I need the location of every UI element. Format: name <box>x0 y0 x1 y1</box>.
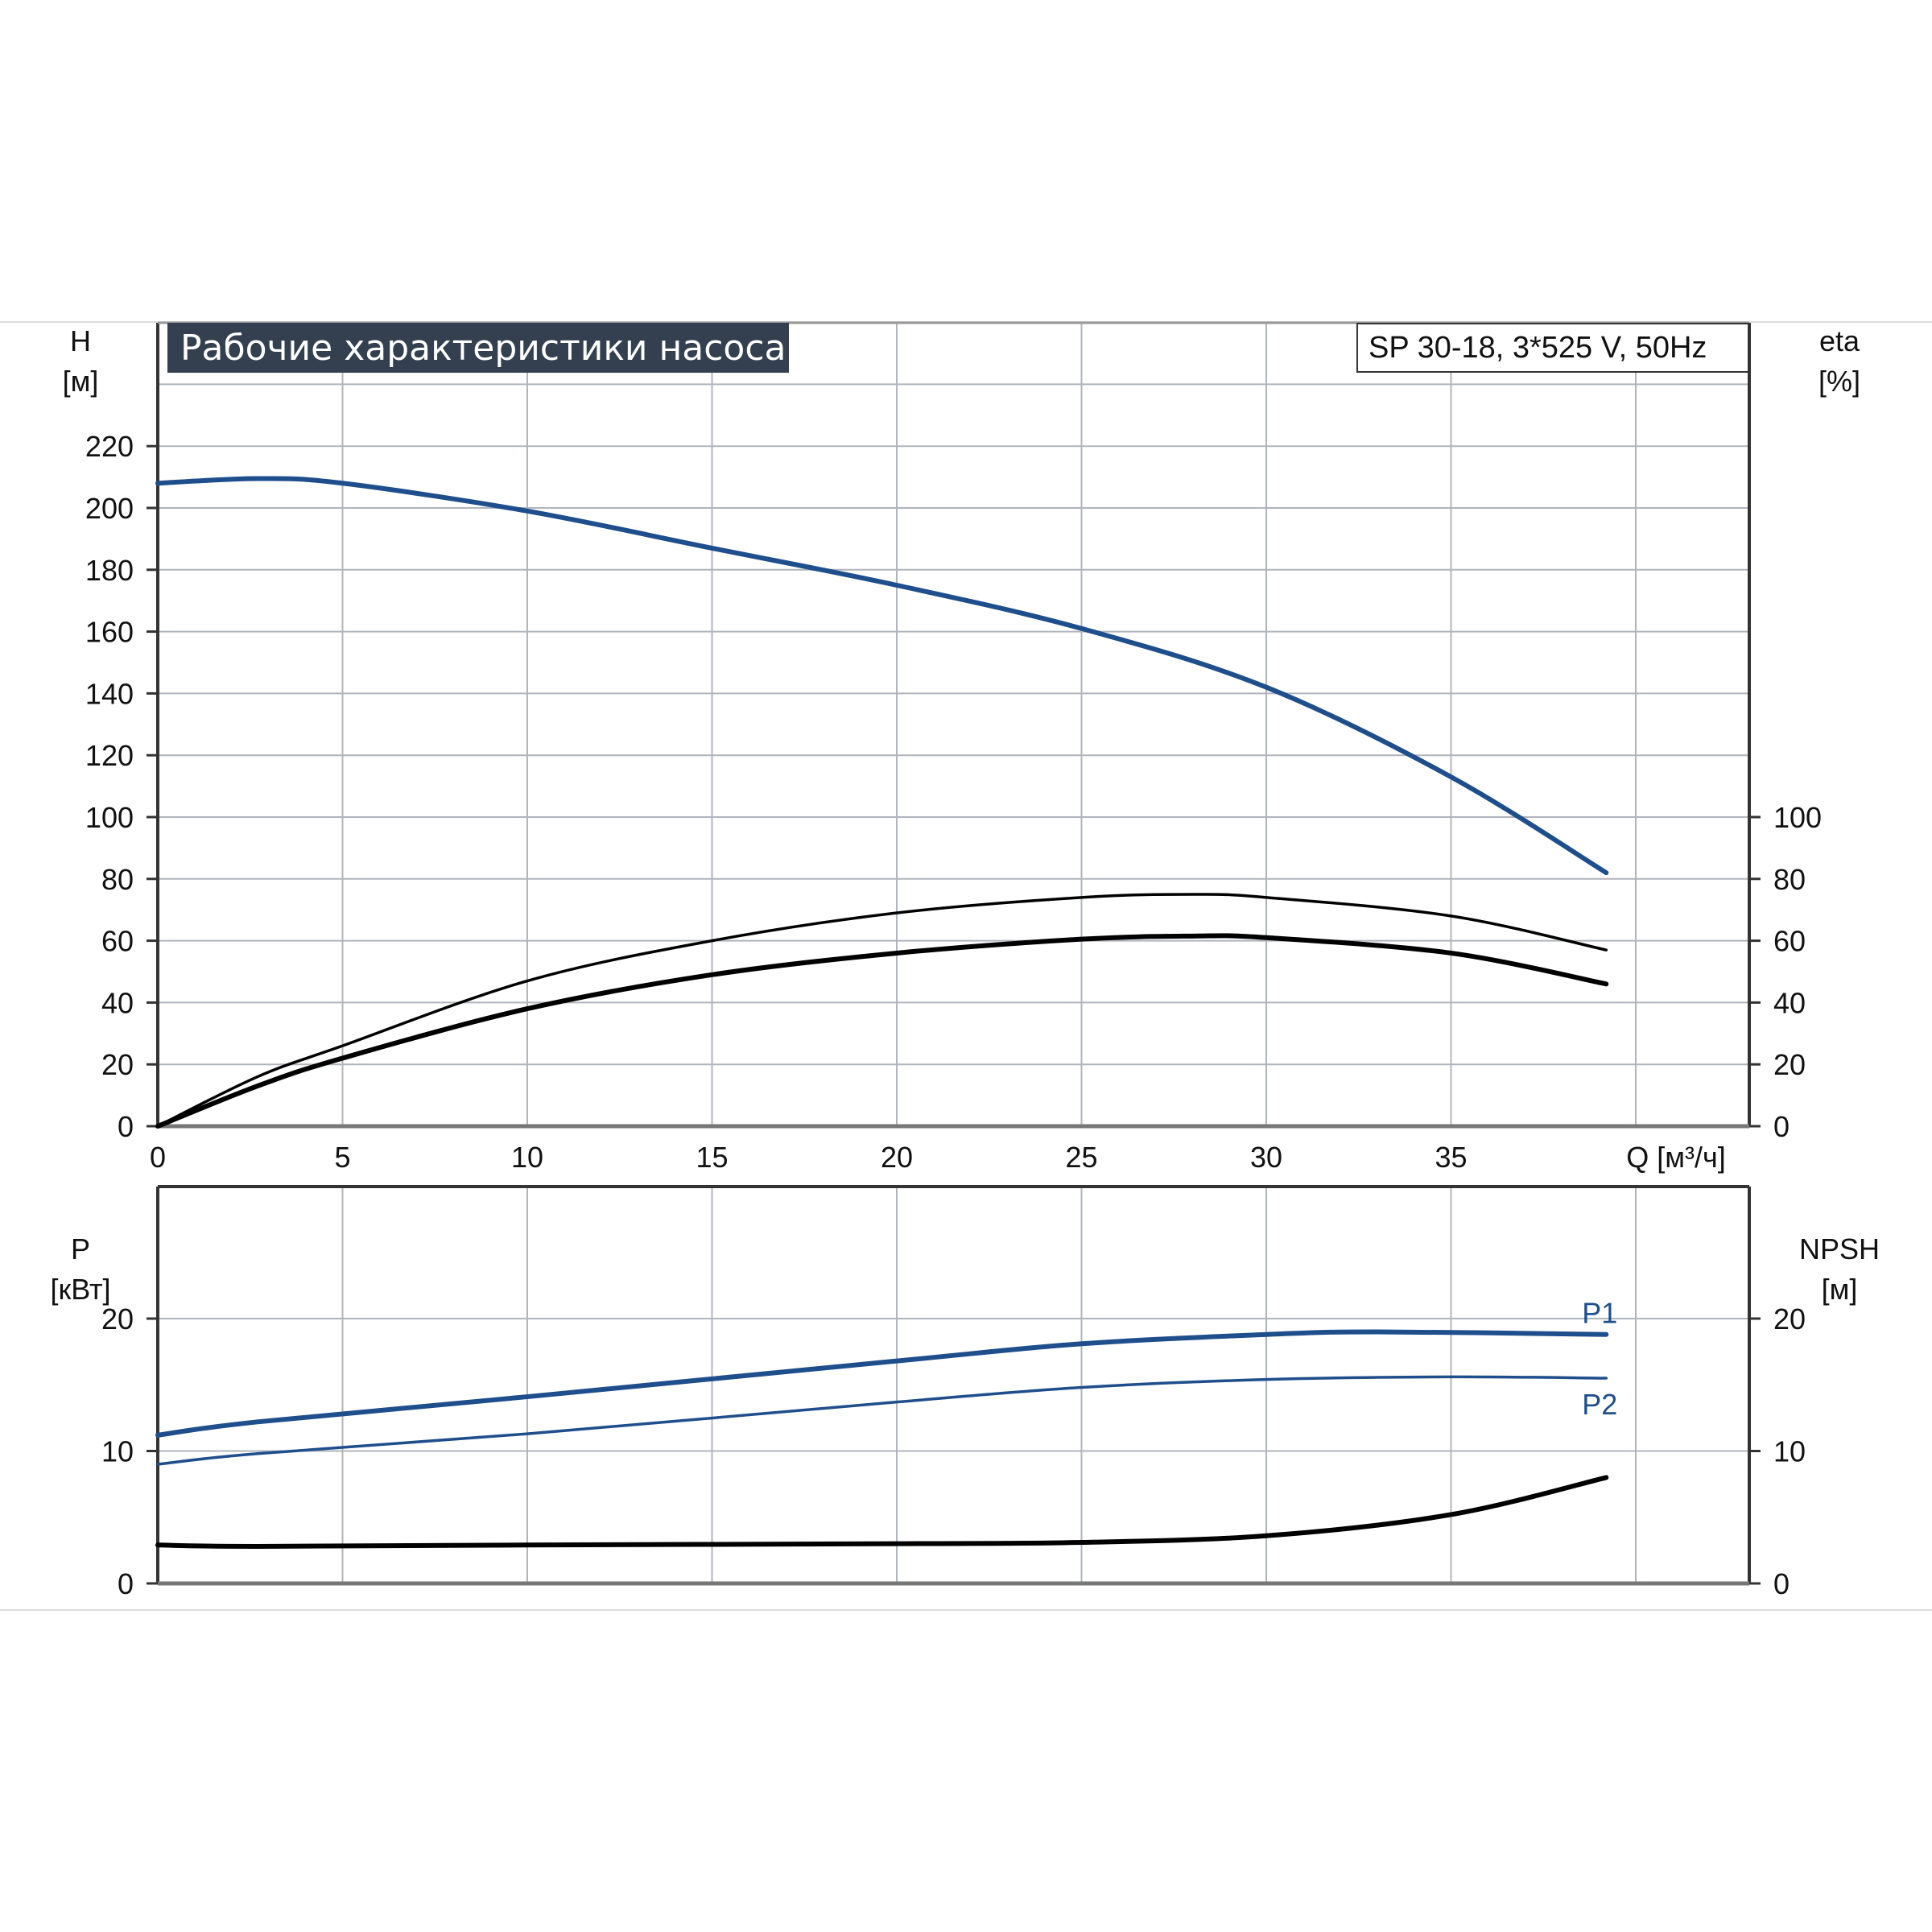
y2-tick-label: 60 <box>1773 925 1806 958</box>
y-axis-unit: [кВт] <box>50 1273 110 1306</box>
curve-eta <box>156 893 1608 1128</box>
title-box <box>167 323 789 373</box>
y-tick-label: 120 <box>85 739 134 772</box>
x-tick-label: 20 <box>881 1141 913 1174</box>
y-tick-label: 100 <box>85 801 134 834</box>
y-tick-label: 200 <box>85 492 134 525</box>
y2-axis-unit: [м] <box>1822 1273 1858 1306</box>
y-tick-label: 180 <box>85 554 134 587</box>
y2-tick-label: 80 <box>1773 863 1806 896</box>
y-axis-unit: [м] <box>63 365 99 398</box>
x-tick-label: 10 <box>511 1141 543 1174</box>
x-tick-label: 0 <box>150 1141 166 1174</box>
y2-tick-label: 40 <box>1773 986 1806 1019</box>
curve-p2 <box>156 1375 1608 1466</box>
y2-axis-unit: [%] <box>1818 365 1860 398</box>
series-label-p1: P1 <box>1582 1297 1617 1330</box>
y-tick-label: 20 <box>101 1048 134 1081</box>
x-axis-label: Q [м³/ч] <box>1626 1141 1726 1174</box>
y-axis-label: P <box>71 1232 90 1265</box>
x-tick-label: 25 <box>1065 1141 1097 1174</box>
y-tick-label: 160 <box>85 616 134 649</box>
curve-h <box>155 476 1609 876</box>
model-label-box <box>1356 323 1749 373</box>
x-tick-label: 15 <box>696 1141 728 1174</box>
y-tick-label: 80 <box>101 863 134 896</box>
y-tick-label: 20 <box>101 1302 134 1335</box>
y2-axis-label: NPSH <box>1799 1232 1880 1265</box>
curve-npsh <box>155 1475 1609 1549</box>
series-label-p2: P2 <box>1582 1388 1617 1421</box>
y-tick-label: 10 <box>101 1435 134 1468</box>
y2-tick-label: 20 <box>1773 1048 1806 1081</box>
y2-tick-label: 20 <box>1773 1302 1806 1335</box>
y-tick-label: 0 <box>118 1110 134 1143</box>
curve-eta-total <box>155 933 1609 1129</box>
x-tick-label: 5 <box>334 1141 350 1174</box>
curve-p1 <box>155 1329 1609 1438</box>
model-label: SP 30-18, 3*525 V, 50Hz <box>1368 331 1707 365</box>
chart-title: Рабочие характеристики насоса <box>180 328 786 369</box>
y2-tick-label: 10 <box>1773 1435 1806 1468</box>
y-tick-label: 60 <box>101 925 134 958</box>
y-axis-label: H <box>70 324 91 357</box>
y2-axis-label: eta <box>1819 324 1860 357</box>
y-tick-label: 220 <box>85 430 134 463</box>
y2-tick-label: 0 <box>1773 1110 1790 1143</box>
y2-tick-label: 0 <box>1773 1567 1790 1600</box>
y-tick-label: 40 <box>101 986 134 1019</box>
x-tick-label: 30 <box>1250 1141 1282 1174</box>
bottom-divider <box>0 1609 1932 1611</box>
x-tick-label: 35 <box>1435 1141 1467 1174</box>
y-tick-label: 0 <box>118 1567 134 1600</box>
y2-tick-label: 100 <box>1773 801 1822 834</box>
y-tick-label: 140 <box>85 677 134 710</box>
